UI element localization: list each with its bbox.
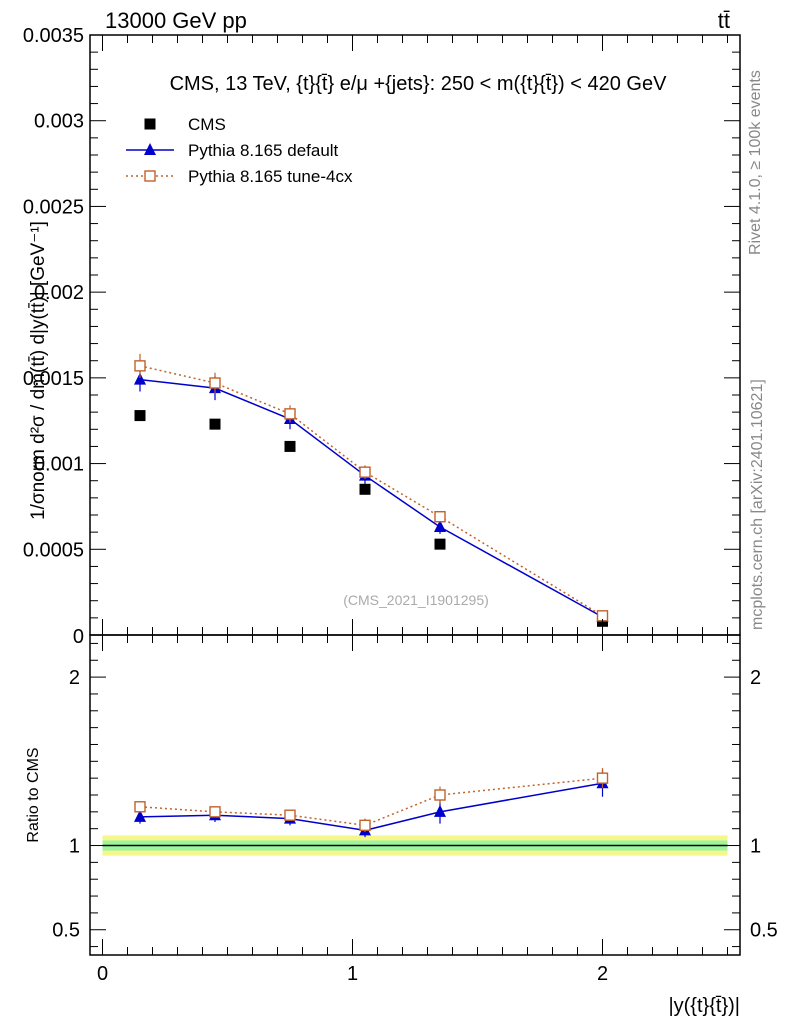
data-point-tune bbox=[134, 360, 146, 372]
y-tick-label: 0.003 bbox=[34, 111, 84, 133]
main-y-ticks: 0.0005 0.001 0.0015 0.002 0.0025 0.003 0.0035 0 bbox=[23, 25, 740, 648]
y-tick-label-zero: 0 bbox=[73, 626, 84, 648]
data-point-default bbox=[134, 372, 146, 385]
ratio-point-tune bbox=[209, 806, 221, 818]
data-point-default bbox=[434, 520, 446, 532]
legend-marker-cms bbox=[144, 118, 156, 130]
ratio-point-tune bbox=[284, 809, 296, 821]
legend-entry: Pythia 8.165 default bbox=[188, 141, 339, 160]
legend-marker-default bbox=[144, 143, 156, 155]
y-tick-label: 0.002 bbox=[34, 282, 84, 304]
x-tick-label: 0 bbox=[97, 963, 108, 985]
main-series-layer bbox=[134, 353, 609, 627]
y-tick-label: 0.0015 bbox=[23, 368, 84, 390]
data-point-cms bbox=[359, 483, 371, 495]
ratio-y-tick-label-right: 1 bbox=[750, 836, 761, 858]
ratio-y-tick-label-right: 0.5 bbox=[750, 920, 778, 942]
x-tick-label: 1 bbox=[347, 963, 358, 985]
ratio-axis-ticks: 0.5 0.5 1 1 2 2 0 1 2 bbox=[52, 635, 778, 985]
analysis-watermark: (CMS_2021_I1901295) bbox=[343, 592, 489, 608]
ratio-y-axis-label: Ratio to CMS bbox=[25, 747, 42, 842]
ratio-line-1 bbox=[139, 777, 603, 827]
ratio-point-tune bbox=[134, 801, 146, 813]
x-axis-label: |y({t}{t̄})| bbox=[668, 995, 740, 1017]
main-panel: 0.00050.0010.00150.0020.00250.0030.00350… bbox=[23, 25, 741, 648]
legend-marker-tune bbox=[144, 170, 156, 182]
ratio-point-tune bbox=[596, 772, 609, 784]
data-point-tune bbox=[209, 377, 221, 389]
series-line-2 bbox=[139, 365, 603, 617]
data-point-tune bbox=[359, 466, 371, 478]
legend-entry: Pythia 8.165 tune-4cx bbox=[188, 167, 353, 186]
data-point-tune bbox=[284, 408, 296, 420]
y-tick-label: 0.0005 bbox=[23, 539, 84, 561]
y-tick-label: 0.0035 bbox=[23, 25, 84, 47]
legend: CMS Pythia 8.165 default Pythia 8.165 tune… bbox=[126, 115, 353, 186]
ratio-point-default bbox=[134, 809, 146, 822]
ratio-point-tune bbox=[434, 789, 446, 801]
y-tick-label: 0.001 bbox=[34, 454, 84, 476]
ratio-series-layer bbox=[102, 768, 728, 856]
ratio-point-tune bbox=[359, 819, 371, 832]
ratio-plot-frame bbox=[89, 634, 741, 956]
ratio-y-tick-label: 2 bbox=[69, 667, 80, 689]
ratio-point-default bbox=[434, 804, 446, 817]
chart-title: CMS, 13 TeV, {t}{t̄} e/μ +{jets}: 250 < … bbox=[170, 73, 668, 95]
series-line-1 bbox=[139, 378, 603, 618]
ratio-y-tick-label: 0.5 bbox=[52, 920, 80, 942]
legend-entry: CMS bbox=[188, 115, 226, 134]
mcplots-label: mcplots.cern.ch [arXiv:2401.10621] bbox=[749, 379, 766, 630]
process-label: tt̄ bbox=[718, 8, 730, 33]
ratio-line-0 bbox=[139, 782, 603, 832]
y-tick-label: 0.0025 bbox=[23, 196, 84, 218]
y-axis-label: 1/σnorm d²σ / dm(tt̄) d|y(tt̄)| [GeV⁻¹] bbox=[28, 221, 49, 520]
ratio-y-tick-label: 1 bbox=[69, 836, 80, 858]
data-point-cms bbox=[134, 410, 146, 422]
data-point-cms bbox=[434, 538, 446, 550]
ratio-y-tick-label-right: 2 bbox=[750, 667, 761, 689]
energy-label: 13000 GeV pp bbox=[105, 8, 247, 33]
data-point-tune bbox=[434, 511, 446, 523]
x-tick-label: 2 bbox=[597, 963, 608, 985]
rivet-label: Rivet 4.1.0, ≥ 100k events bbox=[747, 70, 764, 255]
data-point-cms bbox=[284, 440, 296, 452]
ratio-panel: 0.5 0.5 1 1 2 2 0 1 2 Ratio to CMS |y({t}{t̄})| bbox=[25, 634, 778, 1017]
data-point-cms bbox=[209, 418, 221, 430]
